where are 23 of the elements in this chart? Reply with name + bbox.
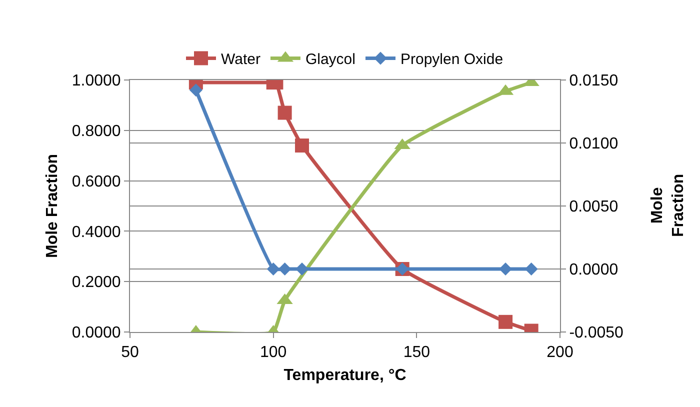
y2-tick-label: 0.0100 <box>569 136 618 153</box>
legend-label: Propylen Oxide <box>400 51 504 68</box>
y-tick-label: 0.8000 <box>72 123 121 140</box>
y2-axis-title: Mole Fraction <box>649 174 687 237</box>
point <box>278 106 292 120</box>
y-tick-label: 0.4000 <box>72 224 121 241</box>
y2-tick-label: 0.0150 <box>569 72 618 90</box>
y-axis-title: Mole Fraction <box>44 154 61 258</box>
y-tick-label: 1.0000 <box>72 72 121 90</box>
x-axis-title: Temperature, °C <box>284 366 407 384</box>
x-tick-label: 150 <box>403 344 430 362</box>
y2-tick-label: 0.0000 <box>569 262 618 279</box>
x-tick-label: 200 <box>546 344 574 362</box>
y-tick-label: 0.0000 <box>72 324 121 342</box>
y-tick-label: 0.2000 <box>72 274 121 292</box>
y2-tick-label: -0.0050 <box>569 324 624 342</box>
legend-label: Glaycol <box>305 51 356 68</box>
legend-label: Water <box>221 51 260 68</box>
x-tick-label: 100 <box>260 344 287 362</box>
x-tick-label: 50 <box>121 344 139 362</box>
y2-tick-label: 0.0050 <box>569 198 618 216</box>
point <box>295 138 309 153</box>
y-tick-label: 0.6000 <box>72 173 121 190</box>
